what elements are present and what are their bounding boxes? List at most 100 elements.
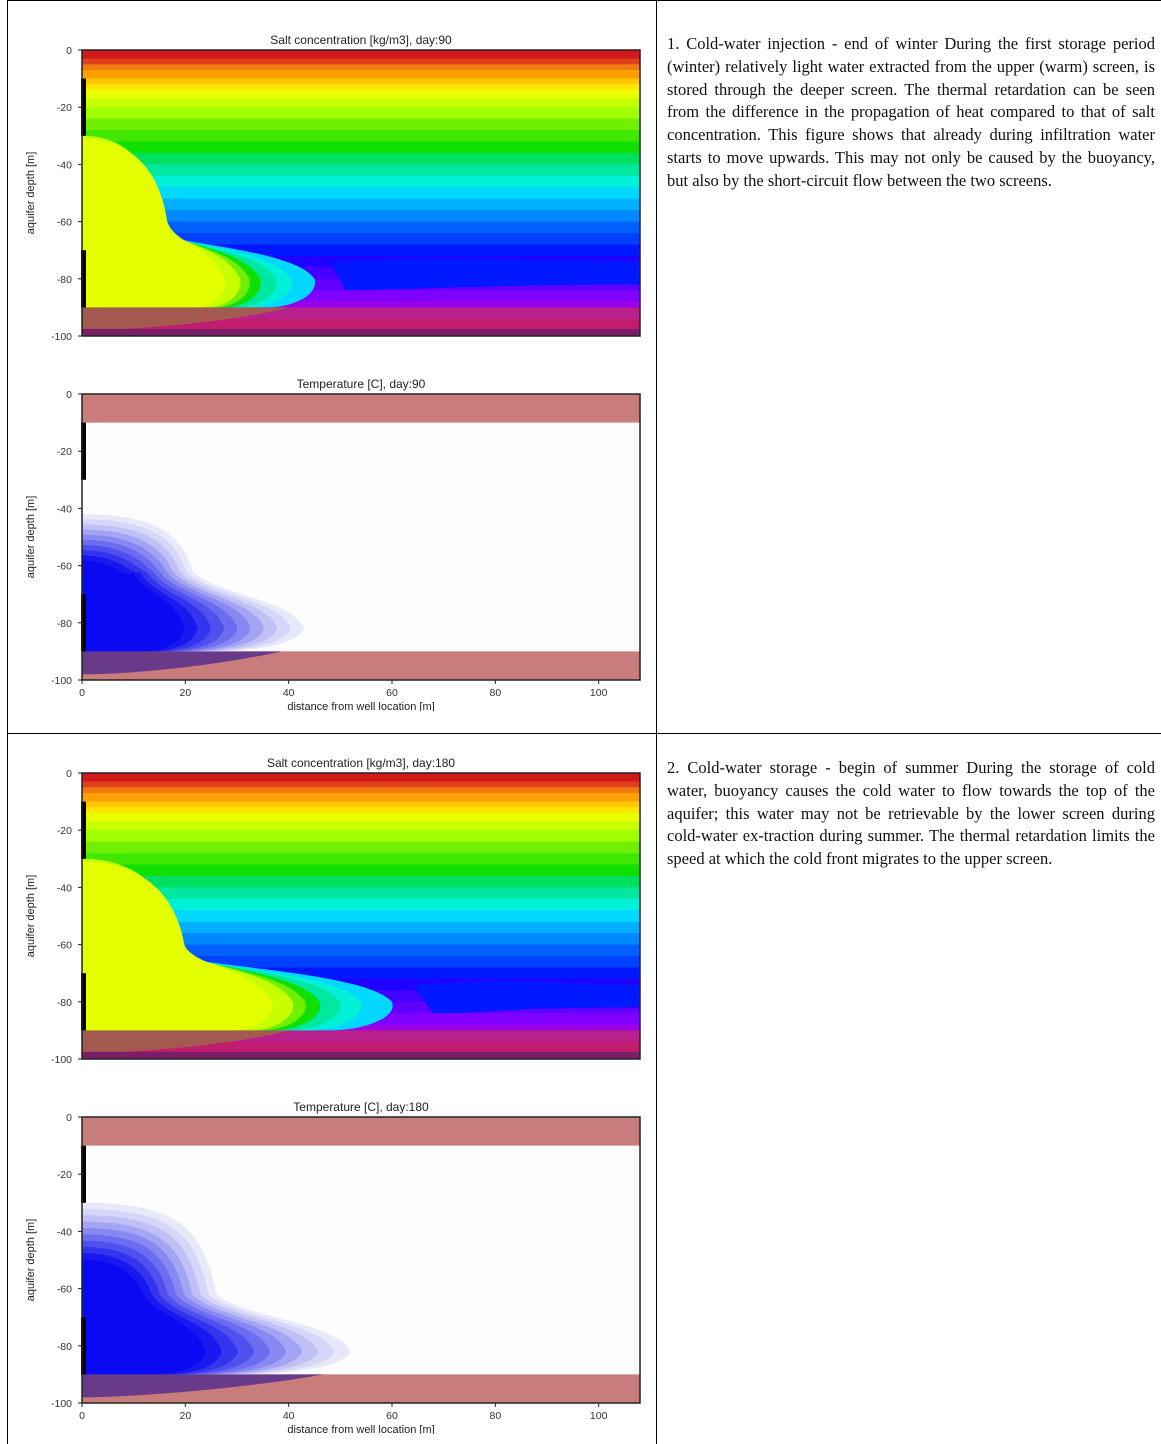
plot-body: Temperature [C], day:180 0 -20 -40 -60 -80 -10… [25,1100,641,1434]
table-border-left [7,0,8,1444]
salt-band [82,801,640,808]
salt-band [82,210,640,223]
x-tick-label: 40 [283,1410,295,1422]
well-screen [81,1317,86,1375]
salt-band [82,781,640,788]
salt-band [82,164,640,177]
y-tick-label: -80 [57,618,72,630]
salt-band [82,841,640,854]
salt-band [82,773,640,783]
x-tick-label: 60 [386,687,398,699]
plot-frame [81,1116,641,1404]
salt-band [82,807,640,814]
temp-bottom-mix [82,651,282,675]
salt-band [82,978,640,991]
salt-band [82,84,640,91]
well-screen [81,973,86,1031]
salt-band [82,318,640,328]
x-tick-label: 100 [590,1410,608,1422]
plot-frame [81,49,641,337]
salt-band [82,887,640,900]
plot-area [82,773,640,1059]
salt-band [82,198,640,211]
salt-bottom-edge [82,1051,640,1059]
salt-band [82,864,640,877]
well-screen [81,594,86,652]
table-divider-horizontal [7,733,1161,734]
x-tick-label: 20 [179,687,191,699]
y-tick-label: 0 [66,1112,72,1124]
salt-band [82,118,640,131]
salt-band [82,301,640,308]
well-screen [81,78,86,136]
y-tick-label: -60 [57,1284,72,1296]
y-tick-label: -100 [51,1054,72,1066]
y-tick-label: -20 [57,1169,72,1181]
salt-band [82,78,640,85]
salt-band [82,141,640,154]
y-axis-label: aquifer depth [m] [25,152,37,235]
y-axis-label: aquifer depth [m] [25,1219,37,1302]
plot-area [82,50,640,336]
salt-bottom-edge [82,328,640,336]
salt-bottom-mix [82,307,289,331]
salt-bottom-mix [82,1030,289,1054]
x-tick-label: 100 [590,687,608,699]
plot-area [82,1117,640,1403]
well-screen [81,422,86,480]
salt-band [82,98,640,108]
y-tick-label: -60 [57,940,72,952]
plot-frame [81,393,641,681]
y-tick-label: -80 [57,997,72,1009]
plot-temperature-day90: Temperature [C], day:90 0 -20 -40 -60 -80 -100… [25,377,641,711]
salt-band [82,58,640,65]
x-tick-label: 80 [489,687,501,699]
plot-body: Salt concentration [kg/m3], day:180 0 -20 -… [25,756,641,1066]
well-screen [81,801,86,859]
y-tick-label: 0 [66,768,72,780]
salt-band [82,821,640,831]
salt-band [82,187,640,200]
y-tick-label: -20 [57,102,72,114]
y-tick-label: -20 [57,446,72,458]
x-tick-label: 0 [79,1410,85,1422]
y-tick-label: -40 [57,503,72,515]
y-tick-label: -40 [57,159,72,171]
y-axis-label: aquifer depth [m] [25,496,37,579]
plot-area [82,394,640,680]
salt-band [82,830,640,843]
salt-tongue-contour [330,258,640,291]
salt-band [82,853,640,866]
y-tick-label: -20 [57,825,72,837]
table-divider-vertical [656,0,657,1444]
y-tick-label: -80 [57,274,72,286]
x-tick-label: 20 [179,1410,191,1422]
salt-band [82,70,640,80]
salt-band [82,221,640,234]
salt-band [82,50,640,60]
y-tick-label: -60 [57,217,72,229]
salt-tongue-contour [412,981,640,1014]
temp-plume-contour [82,1259,206,1375]
plot-temperature-day180: Temperature [C], day:180 0 -20 -40 -60 -80 -10… [25,1100,641,1434]
y-tick-label: -40 [57,1226,72,1238]
y-tick-label: 0 [66,45,72,57]
well-screen [81,1145,86,1203]
temp-bottom-mix [82,1374,324,1398]
salt-band [82,944,640,957]
chart-title: Salt concentration [kg/m3], day:90 [270,33,452,47]
y-tick-label: -40 [57,882,72,894]
salt-band [82,152,640,165]
salt-band [82,175,640,188]
salt-band [82,813,640,823]
y-tick-label: 0 [66,389,72,401]
caption-row-1: 1. Cold-water injection - end of winter … [667,34,1155,190]
salt-band [82,793,640,803]
salt-band [82,967,640,980]
salt-plume-contour [82,861,273,1031]
y-tick-label: -100 [51,331,72,343]
salt-band [82,290,640,303]
x-axis-label: distance from well location [m] [287,701,434,711]
y-tick-label: -100 [51,1398,72,1410]
salt-band [82,307,640,320]
